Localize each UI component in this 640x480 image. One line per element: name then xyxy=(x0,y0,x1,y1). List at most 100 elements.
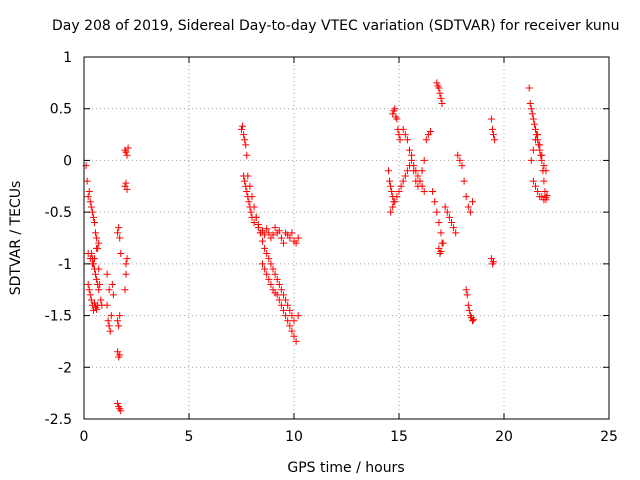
data-point xyxy=(273,291,281,299)
data-point xyxy=(243,187,251,195)
data-point xyxy=(273,275,281,283)
data-point xyxy=(239,122,247,130)
data-point xyxy=(288,312,296,320)
data-point xyxy=(414,172,422,180)
data-point xyxy=(114,317,122,325)
data-point xyxy=(86,198,94,206)
data-point xyxy=(452,229,460,237)
data-point xyxy=(85,187,93,195)
data-point xyxy=(385,167,392,175)
data-point xyxy=(115,224,123,232)
data-point xyxy=(393,193,401,201)
data-point xyxy=(250,203,258,211)
data-point xyxy=(284,317,292,325)
data-point xyxy=(530,120,538,128)
data-point xyxy=(540,177,548,185)
data-point xyxy=(84,193,92,201)
data-point xyxy=(441,203,449,211)
x-tick-label: 15 xyxy=(390,429,408,445)
data-point xyxy=(541,187,549,195)
data-point xyxy=(263,250,271,258)
data-point xyxy=(244,172,252,180)
data-point xyxy=(91,265,98,273)
data-point xyxy=(246,182,254,190)
data-point xyxy=(89,213,97,221)
x-axis-label: GPS time / hours xyxy=(287,460,404,476)
data-point xyxy=(396,136,404,144)
data-point xyxy=(97,296,105,304)
data-point xyxy=(401,131,409,139)
data-point xyxy=(290,332,298,340)
data-point xyxy=(114,399,122,407)
data-point xyxy=(542,167,550,175)
y-tick-label: -0.5 xyxy=(45,205,72,221)
data-point xyxy=(433,79,441,87)
data-point xyxy=(254,221,262,229)
y-tick-label: 0 xyxy=(63,153,72,169)
data-point xyxy=(391,198,399,206)
data-point xyxy=(122,270,130,278)
y-tick-label: 0.5 xyxy=(50,102,72,118)
data-point xyxy=(103,301,111,309)
data-point xyxy=(463,291,471,299)
y-axis-label: SDTVAR / TECUs xyxy=(8,181,24,296)
data-point xyxy=(91,218,98,226)
data-point xyxy=(393,115,401,123)
data-point xyxy=(245,198,253,206)
data-point xyxy=(261,244,269,252)
data-point xyxy=(465,306,473,314)
data-point xyxy=(108,281,116,289)
data-point xyxy=(286,322,294,330)
y-tick-label: -1.5 xyxy=(45,309,72,325)
data-point xyxy=(288,229,296,237)
data-point xyxy=(462,286,470,294)
data-point xyxy=(265,229,273,237)
data-point xyxy=(286,306,294,314)
data-point xyxy=(275,227,283,235)
data-point xyxy=(248,193,256,201)
data-point xyxy=(491,136,499,144)
data-point xyxy=(292,337,300,345)
data-point xyxy=(490,131,497,139)
data-point xyxy=(464,203,472,211)
data-point xyxy=(387,208,395,216)
chart-title: Day 208 of 2019, Sidereal Day-to-day VTE… xyxy=(52,18,620,34)
data-point xyxy=(122,179,130,187)
data-point xyxy=(532,125,539,133)
data-point xyxy=(263,225,271,233)
data-point xyxy=(259,237,266,245)
data-point xyxy=(88,260,96,268)
data-point xyxy=(532,136,539,144)
data-point xyxy=(271,270,279,278)
data-point xyxy=(387,182,395,190)
data-point xyxy=(528,110,536,118)
data-point xyxy=(275,296,283,304)
data-point xyxy=(420,156,428,164)
data-point xyxy=(117,407,125,415)
data-point xyxy=(386,177,394,185)
data-point xyxy=(280,291,287,299)
data-point xyxy=(261,265,269,273)
data-point xyxy=(271,224,279,232)
data-point xyxy=(399,177,407,185)
data-point xyxy=(534,187,542,195)
data-point xyxy=(420,187,428,195)
data-point xyxy=(122,148,130,156)
data-point xyxy=(397,182,405,190)
data-point xyxy=(466,208,474,216)
data-point xyxy=(408,151,416,159)
data-point xyxy=(450,224,458,232)
data-points xyxy=(82,79,551,415)
data-point xyxy=(435,84,443,92)
data-point xyxy=(109,291,117,299)
data-point xyxy=(269,265,277,273)
data-point xyxy=(263,270,271,278)
x-tick-label: 5 xyxy=(185,429,194,445)
grid xyxy=(84,57,609,419)
y-tick-labels: 1 0.5 0 -0.5 -1 -1.5 -2 -2.5 xyxy=(45,50,72,428)
data-point xyxy=(529,177,537,185)
data-point xyxy=(422,136,430,144)
data-point xyxy=(259,260,266,268)
data-point xyxy=(252,213,260,221)
